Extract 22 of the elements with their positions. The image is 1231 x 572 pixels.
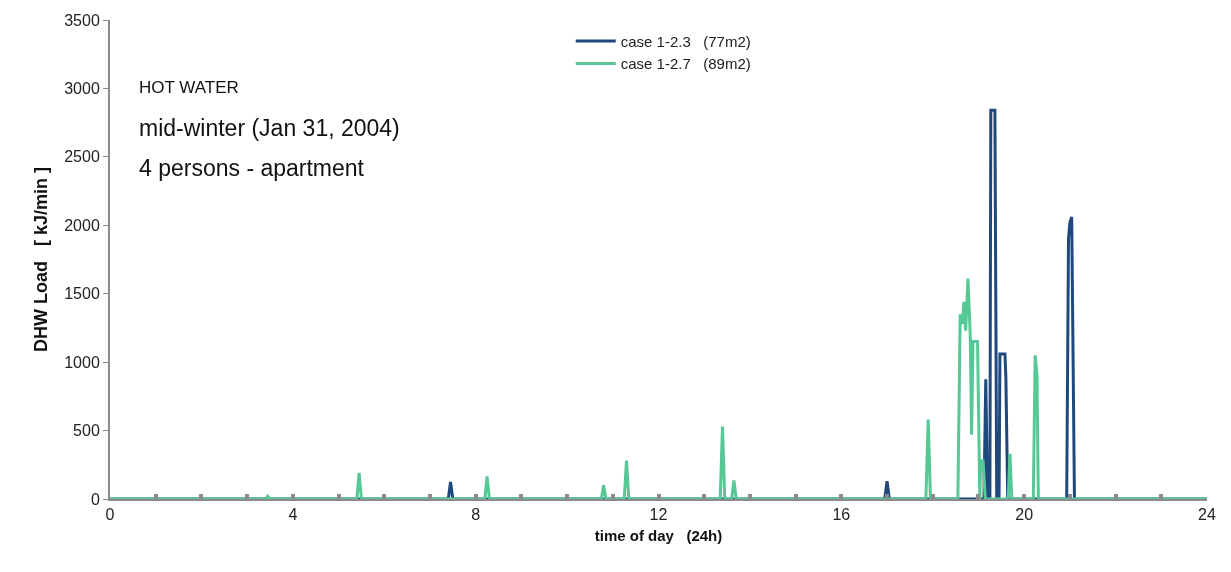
y-tick-label: 1000 (64, 353, 100, 371)
x-axis-title: time of day (24h) (594, 526, 723, 544)
y-tick-label: 3000 (64, 80, 100, 98)
annotation: HOT WATER (139, 78, 239, 97)
x-tick-label: 16 (832, 506, 851, 524)
y-tick-label: 3500 (64, 11, 100, 29)
x-tick-label: 12 (649, 506, 668, 524)
y-axis-title: DHW Load [ kJ/min ] (30, 166, 51, 353)
y-tick-label: 0 (90, 490, 100, 508)
x-tick-label: 8 (471, 506, 481, 524)
y-tick-label: 2000 (64, 216, 100, 234)
x-tick-label: 4 (288, 506, 298, 524)
legend-label: case 1-2.3 (77m2) (620, 32, 751, 50)
legend-label: case 1-2.7 (89m2) (620, 55, 751, 73)
x-tick-label: 0 (105, 506, 115, 524)
x-tick-label: 24 (1198, 506, 1216, 524)
annotation: 4 persons - apartment (139, 155, 365, 181)
y-tick-label: 1500 (64, 285, 100, 303)
y-tick-label: 2500 (64, 148, 100, 166)
x-tick-label: 20 (1015, 506, 1034, 524)
annotation: mid-winter (Jan 31, 2004) (139, 115, 400, 141)
y-tick-label: 500 (73, 422, 100, 440)
